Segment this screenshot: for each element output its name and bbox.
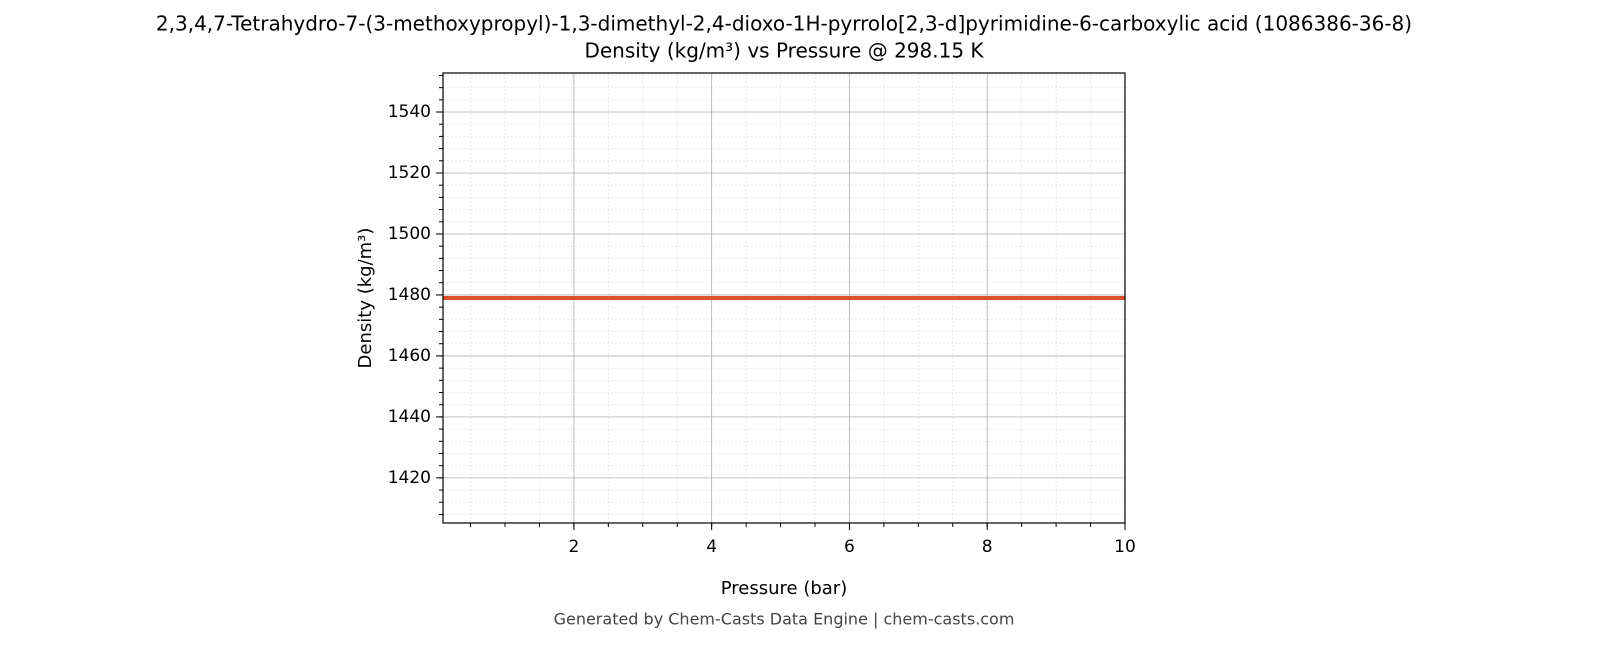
y-tick-label: 1480 [388,285,431,305]
x-tick-label: 10 [1114,537,1136,557]
y-tick-label: 1540 [388,102,431,122]
footer: Generated by Chem-Casts Data Engine | ch… [554,610,1015,629]
y-tick-label: 1420 [388,468,431,488]
x-axis-label: Pressure (bar) [721,578,847,599]
y-tick-label: 1520 [388,163,431,183]
y-tick-label: 1500 [388,224,431,244]
chart-title: 2,3,4,7-Tetrahydro-7-(3-methoxypropyl)-1… [156,12,1412,36]
y-axis-label: Density (kg/m³) [355,228,376,369]
x-tick-label: 8 [982,537,993,557]
chart-subtitle: Density (kg/m³) vs Pressure @ 298.15 K [584,39,984,63]
x-tick-label: 6 [844,537,855,557]
y-tick-label: 1440 [388,407,431,427]
y-tick-label: 1460 [388,346,431,366]
plot-frame [442,72,1126,524]
x-tick-label: 4 [706,537,717,557]
x-tick-label: 2 [568,537,579,557]
